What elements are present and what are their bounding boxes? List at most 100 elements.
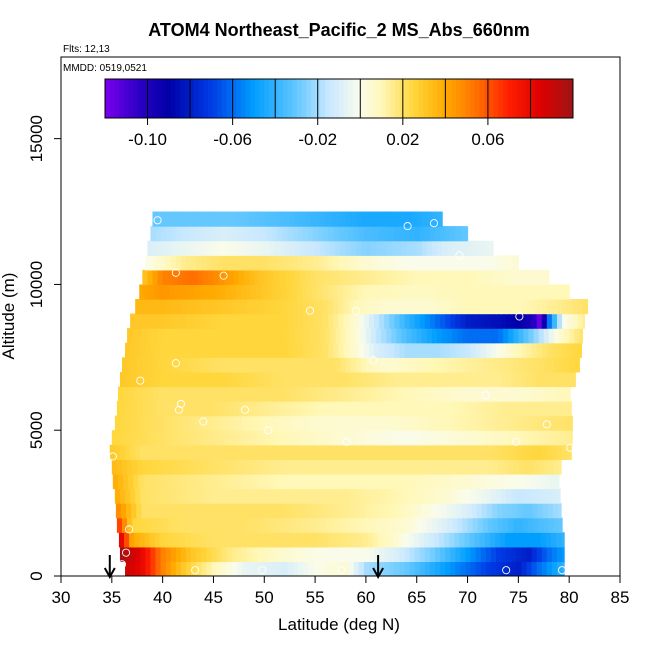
heatmap-cell bbox=[543, 459, 550, 475]
heatmap-cell bbox=[360, 517, 367, 533]
heatmap-cell bbox=[472, 517, 479, 533]
heatmap-cell bbox=[297, 226, 304, 242]
heatmap-cell bbox=[236, 415, 243, 431]
heatmap-cell bbox=[490, 299, 497, 315]
heatmap-cell bbox=[149, 532, 156, 548]
heatmap-cell bbox=[272, 415, 279, 431]
heatmap-cell bbox=[524, 386, 531, 402]
heatmap-row bbox=[127, 328, 583, 344]
heatmap-cell bbox=[297, 313, 304, 329]
heatmap-cell bbox=[186, 546, 192, 563]
heatmap-cell bbox=[431, 328, 438, 344]
heatmap-cell bbox=[249, 517, 255, 533]
heatmap-cell bbox=[537, 503, 544, 519]
heatmap-cell bbox=[553, 517, 560, 533]
heatmap-cell bbox=[414, 299, 421, 315]
heatmap-cell bbox=[419, 371, 426, 388]
heatmap-cell bbox=[460, 415, 467, 431]
heatmap-cell bbox=[135, 488, 141, 504]
heatmap-cell bbox=[345, 459, 352, 475]
heatmap-cell bbox=[414, 415, 421, 431]
heatmap-cell bbox=[472, 459, 479, 475]
heatmap-cell bbox=[323, 488, 329, 504]
heatmap-cell bbox=[338, 488, 345, 504]
heatmap-cell bbox=[541, 546, 548, 563]
heatmap-cell bbox=[246, 415, 253, 431]
colorbar-cell bbox=[320, 79, 326, 118]
heatmap-cell bbox=[355, 211, 362, 227]
heatmap-cell bbox=[318, 371, 324, 388]
heatmap-cell bbox=[363, 415, 370, 431]
heatmap-cell bbox=[140, 342, 146, 358]
heatmap-cell bbox=[365, 430, 372, 446]
heatmap-cell bbox=[211, 546, 218, 563]
heatmap-cell bbox=[338, 546, 345, 563]
heatmap-cell bbox=[233, 430, 240, 446]
colorbar-cell bbox=[161, 79, 167, 118]
heatmap-cell bbox=[562, 313, 568, 329]
heatmap-cell bbox=[355, 430, 362, 446]
colorbar-cell bbox=[498, 79, 504, 118]
heatmap-cell bbox=[277, 226, 284, 242]
heatmap-cell bbox=[501, 415, 507, 431]
heatmap-cell bbox=[401, 269, 408, 286]
heatmap-cell bbox=[409, 415, 416, 431]
heatmap-cell bbox=[274, 240, 281, 256]
heatmap-cell bbox=[315, 430, 321, 446]
heatmap-cell bbox=[182, 401, 189, 417]
heatmap-cell bbox=[423, 532, 430, 548]
heatmap-cell bbox=[381, 328, 387, 344]
heatmap-cell bbox=[310, 517, 316, 533]
heatmap-cell bbox=[404, 561, 411, 576]
heatmap-cell bbox=[116, 430, 123, 446]
heatmap-cell bbox=[406, 517, 413, 533]
heatmap-cell bbox=[381, 269, 387, 286]
heatmap-cell bbox=[394, 226, 401, 242]
heatmap-cell bbox=[218, 240, 225, 256]
heatmap-cell bbox=[272, 561, 279, 576]
heatmap-cell bbox=[272, 313, 279, 329]
heatmap-cell bbox=[480, 313, 487, 329]
heatmap-cell bbox=[365, 517, 372, 533]
heatmap-cell bbox=[264, 269, 270, 286]
heatmap-cell bbox=[325, 401, 331, 417]
heatmap-cell bbox=[525, 532, 532, 548]
heatmap-cell bbox=[265, 386, 271, 402]
heatmap-cell bbox=[218, 269, 225, 286]
heatmap-cell bbox=[455, 561, 462, 576]
heatmap-cell bbox=[121, 357, 128, 373]
heatmap-cell bbox=[453, 386, 459, 402]
heatmap-cell bbox=[360, 328, 367, 344]
heatmap-cell bbox=[279, 401, 286, 417]
heatmap-cell bbox=[533, 459, 540, 475]
heatmap-cell bbox=[353, 488, 360, 504]
heatmap-cell bbox=[231, 342, 238, 358]
heatmap-cell bbox=[257, 371, 263, 388]
heatmap-cell bbox=[374, 371, 380, 388]
heatmap-cell bbox=[211, 488, 218, 504]
heatmap-cell bbox=[160, 299, 167, 315]
heatmap-cell bbox=[220, 532, 227, 548]
heatmap-cell bbox=[437, 328, 443, 344]
heatmap-cell bbox=[401, 240, 408, 256]
heatmap-cell bbox=[374, 561, 380, 576]
x-tick-label: 50 bbox=[255, 588, 274, 607]
heatmap-cell bbox=[360, 240, 367, 256]
heatmap-cell bbox=[304, 357, 311, 373]
heatmap-cell bbox=[299, 430, 306, 446]
heatmap-cell bbox=[147, 517, 154, 533]
heatmap-cell bbox=[272, 255, 279, 271]
heatmap-cell bbox=[289, 357, 296, 373]
heatmap-cell bbox=[459, 532, 466, 548]
heatmap-cell bbox=[545, 532, 552, 548]
heatmap-cell bbox=[151, 503, 158, 519]
heatmap-cell bbox=[163, 473, 170, 490]
heatmap-cell bbox=[135, 546, 141, 563]
heatmap-cell bbox=[406, 357, 413, 373]
heatmap-cell bbox=[424, 299, 431, 315]
heatmap-cell bbox=[501, 299, 507, 315]
heatmap-cell bbox=[442, 357, 448, 373]
heatmap-cell bbox=[391, 357, 397, 373]
heatmap-cell bbox=[116, 517, 123, 533]
heatmap-cell bbox=[512, 503, 518, 519]
